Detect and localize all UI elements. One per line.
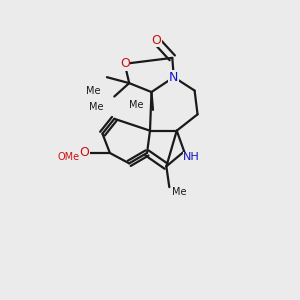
Text: O: O <box>120 57 130 70</box>
Text: NH: NH <box>183 152 200 162</box>
Text: N: N <box>169 71 178 84</box>
Text: Me: Me <box>129 100 144 110</box>
Text: O: O <box>80 146 89 160</box>
Text: Me: Me <box>86 85 101 96</box>
Text: O: O <box>151 34 161 46</box>
Text: Me: Me <box>89 102 104 112</box>
Text: OMe: OMe <box>57 152 79 162</box>
Text: Me: Me <box>172 187 187 196</box>
